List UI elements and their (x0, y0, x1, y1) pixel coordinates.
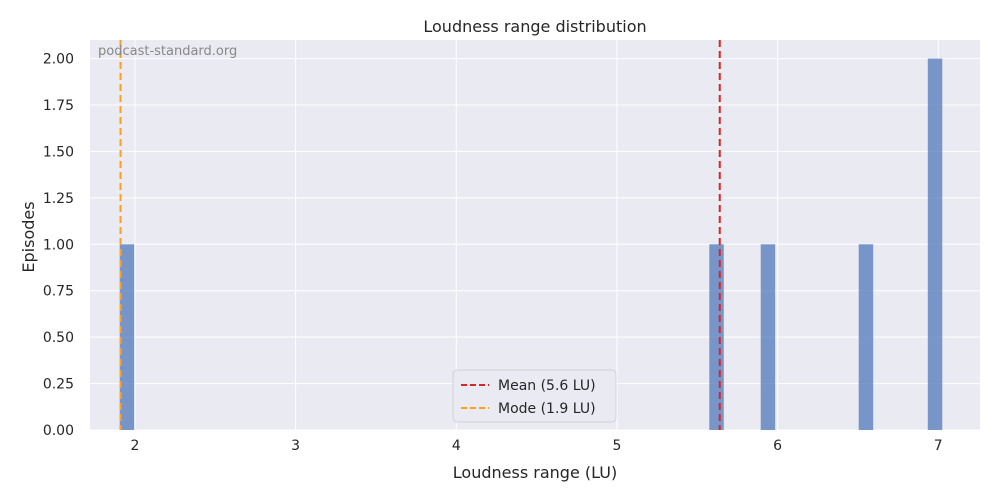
x-tick-label: 4 (452, 438, 461, 454)
y-tick-label: 0.00 (43, 423, 74, 439)
chart-title: Loudness range distribution (423, 17, 646, 36)
y-tick-label: 0.50 (43, 330, 74, 346)
histogram-bar (927, 58, 943, 430)
y-tick-label: 1.75 (43, 98, 74, 114)
x-tick-label: 3 (291, 438, 300, 454)
y-tick-label: 1.25 (43, 191, 74, 207)
y-tick-label: 0.75 (43, 284, 74, 300)
x-axis-label: Loudness range (LU) (453, 463, 617, 482)
x-tick-label: 2 (131, 438, 140, 454)
histogram-bars (119, 58, 943, 430)
x-tick-label: 6 (773, 438, 782, 454)
y-tick-label: 1.00 (43, 237, 74, 253)
histogram-bar (709, 244, 724, 430)
histogram-bar (858, 244, 874, 430)
watermark-text: podcast-standard.org (98, 44, 237, 59)
histogram-bar (119, 244, 135, 430)
legend-box (452, 369, 617, 423)
y-axis-ticks: 0.00 0.25 0.50 0.75 1.00 1.25 1.50 1.75 2.00 (43, 52, 74, 439)
reference-lines (119, 40, 721, 430)
x-tick-label: 7 (934, 438, 943, 454)
y-tick-label: 2.00 (43, 52, 74, 68)
x-axis-ticks: 2 3 4 5 6 7 (131, 438, 943, 454)
legend: Mean (5.6 LU) Mode (1.9 LU) (452, 369, 617, 423)
y-tick-label: 1.50 (43, 144, 74, 160)
y-tick-label: 0.25 (43, 377, 74, 393)
histogram-bar (760, 244, 776, 430)
x-tick-label: 5 (612, 438, 621, 454)
legend-label-mode: Mode (1.9 LU) (498, 401, 596, 417)
legend-label-mean: Mean (5.6 LU) (498, 378, 596, 394)
y-axis-label: Episodes (19, 201, 38, 272)
